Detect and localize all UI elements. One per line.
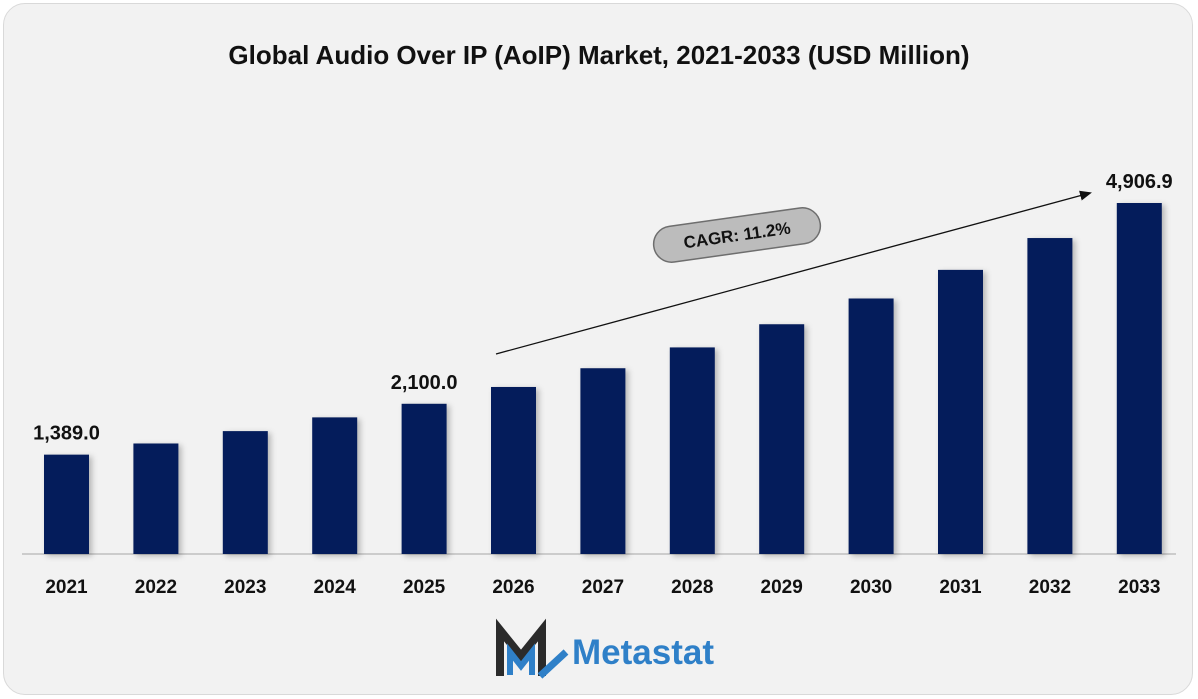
x-tick-2027: 2027: [582, 577, 624, 598]
x-tick-2022: 2022: [135, 577, 177, 598]
logo-mark-icon: [496, 618, 569, 679]
bar-2023: [222, 431, 268, 554]
bar-2033: [1116, 203, 1162, 554]
x-tick-2031: 2031: [939, 577, 982, 598]
bar-2028: [669, 347, 715, 554]
x-tick-2025: 2025: [403, 577, 446, 598]
bar-2026: [491, 386, 536, 554]
bar-2029: [759, 324, 805, 554]
bar-2027: [580, 368, 626, 554]
x-tick-2024: 2024: [314, 577, 357, 598]
cagr-badge: CAGR: 11.2%: [652, 207, 822, 263]
bar-2025: [401, 403, 447, 554]
bar-2032: [1027, 238, 1073, 554]
x-tick-2033: 2033: [1118, 577, 1160, 598]
x-tick-2030: 2030: [850, 577, 892, 598]
bars-group: [44, 203, 1162, 554]
x-tick-2028: 2028: [671, 577, 713, 598]
bar-2030: [848, 298, 894, 554]
x-tick-2023: 2023: [224, 577, 266, 598]
x-tick-2032: 2032: [1029, 577, 1071, 598]
x-tick-2021: 2021: [45, 577, 88, 598]
chart-card: [3, 3, 1193, 695]
cagr-arrow: [495, 190, 1092, 355]
x-tick-2026: 2026: [492, 577, 534, 598]
chart-title: Global Audio Over IP (AoIP) Market, 2021…: [228, 40, 970, 70]
data-label-2025: 2,100.0: [391, 372, 458, 394]
brand-logo: Metastat: [496, 618, 714, 679]
bar-2031: [938, 269, 983, 554]
data-label-2033: 4,906.9: [1106, 171, 1173, 193]
bar-2021: [44, 454, 89, 554]
x-tick-labels: 2021 2022 2023 2024 2025 2026 2027 2028 2029 2030…: [45, 577, 1160, 598]
data-labels: 1,389.0 2,100.0 4,906.9: [33, 171, 1173, 445]
bar-2022: [133, 443, 179, 554]
x-tick-2029: 2029: [761, 577, 803, 598]
data-label-2021: 1,389.0: [33, 423, 100, 445]
brand-name: Metastat: [572, 633, 714, 672]
bar-2024: [312, 417, 358, 554]
